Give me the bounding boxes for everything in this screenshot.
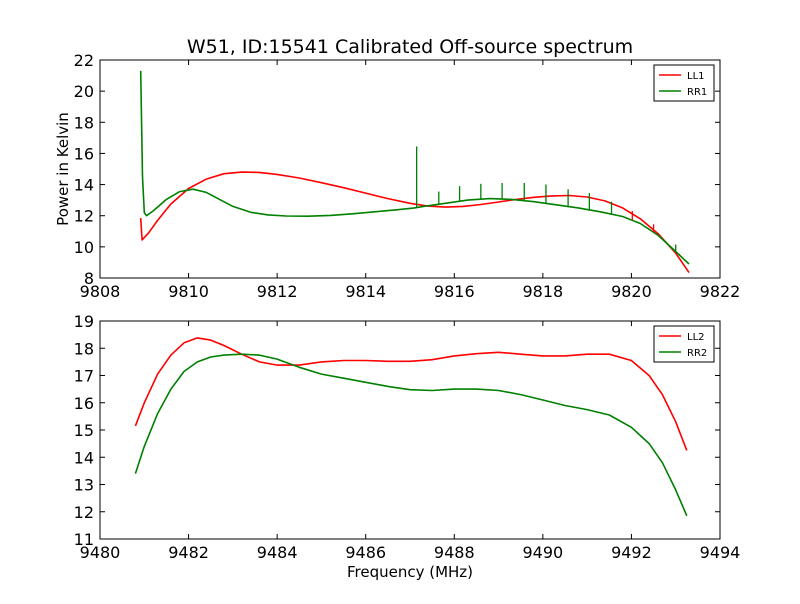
series-line-ll1 [139,171,690,274]
y-tick-label: 18 [74,339,94,358]
x-tick-label: 9808 [80,282,121,301]
y-tick-label: 22 [74,51,94,70]
legend-label-ll1: LL1 [687,71,705,82]
x-tick-label: 9480 [80,543,121,562]
legend-label-rr1: RR1 [687,87,707,98]
y-tick-label: 10 [74,238,94,257]
y-tick-label: 8 [84,269,94,288]
y-tick-label: 16 [74,394,94,413]
x-tick-label: 9482 [168,543,209,562]
x-tick-label: 9488 [434,543,475,562]
legend-label-rr2: RR2 [687,348,707,359]
y-tick-label: 14 [74,448,94,467]
x-tick-label: 9490 [522,543,563,562]
x-tick-label: 9822 [700,282,741,301]
y-tick-label: 12 [74,207,94,226]
y-tick-label: 15 [74,421,94,440]
y-tick-label: 16 [74,144,94,163]
bottom-panel: 9480 9482 9484 9486 9488 9490 9492 9494 11 12 13 14… [74,312,741,581]
x-tick-label: 9816 [434,282,475,301]
legend-box [653,64,715,102]
x-tick-label: 9492 [611,543,652,562]
series-line-rr1 [139,70,690,265]
axes-frame [99,320,721,540]
y-tick-label: 14 [74,176,94,195]
y-tick-label: 12 [74,503,94,522]
y-tick-label: 20 [74,82,94,101]
legend-label-ll2: LL2 [687,332,705,343]
series-line-ll2 [134,337,688,451]
x-tick-label: 9812 [257,282,298,301]
legend-box [653,325,715,363]
x-tick-label: 9818 [522,282,563,301]
y-tick-label: 11 [74,530,94,549]
x-tick-label: 9486 [345,543,386,562]
x-tick-label: 9810 [168,282,209,301]
x-tick-label: 9494 [700,543,741,562]
y-axis-label: Power in Kelvin [54,112,72,226]
y-tick-label: 17 [74,367,94,386]
y-tick-label: 18 [74,113,94,132]
y-tick-label: 19 [74,312,94,331]
chart-title: W51, ID:15541 Calibrated Off-source spec… [187,36,633,58]
x-tick-label: 9820 [611,282,652,301]
series-line-rr2 [134,353,688,517]
y-tick-label: 13 [74,476,94,495]
x-tick-label: 9484 [257,543,298,562]
x-axis-label: Frequency (MHz) [347,563,473,581]
top-panel: 9808 9810 9812 9814 9816 9818 9820 9822 8 10 12 14 1… [54,51,740,301]
axes-frame [99,59,721,279]
x-tick-label: 9814 [345,282,386,301]
